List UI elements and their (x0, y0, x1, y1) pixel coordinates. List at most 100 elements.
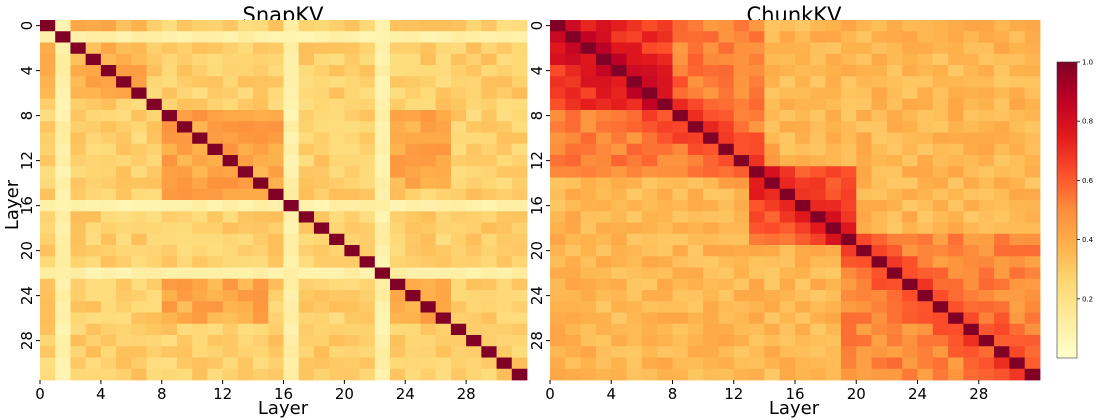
snapkv-cell (222, 155, 239, 167)
snapkv-cell (192, 312, 208, 325)
chunkkv-cell (626, 121, 643, 133)
chunkkv-cell (963, 256, 980, 268)
snapkv-cell (253, 98, 269, 111)
snapkv-cell (131, 188, 147, 201)
chunkkv-cell (825, 87, 842, 100)
chunkkv-cell (1024, 76, 1041, 88)
chunkkv-cell (687, 211, 704, 223)
snapkv-cell (435, 357, 452, 370)
snapkv-cell (329, 346, 345, 358)
chunkkv-cell (917, 357, 934, 370)
snapkv-cell (481, 110, 497, 122)
chunkkv-cell (948, 132, 964, 145)
snapkv-cell (100, 166, 117, 178)
snapkv-cell (374, 42, 391, 55)
chunkkv-cell (779, 20, 796, 32)
snapkv-cell (511, 143, 528, 156)
chunkkv-cell (871, 346, 888, 358)
snapkv-cell (481, 31, 497, 43)
snapkv-cell (131, 256, 147, 268)
snapkv-cell (405, 357, 421, 370)
chunkkv-cell (795, 155, 811, 167)
chunkkv-cell (1009, 143, 1026, 156)
snapkv-cell (253, 301, 269, 313)
chunkkv-cell (565, 53, 582, 66)
chunkkv-y-tick-label: 8 (528, 111, 546, 121)
chunkkv-cell (687, 110, 704, 122)
snapkv-cell (116, 200, 132, 212)
snapkv-cell (420, 301, 437, 313)
chunkkv-cell (733, 200, 750, 212)
chunkkv-cell (886, 245, 903, 257)
chunkkv-cell (672, 312, 689, 325)
snapkv-cell (116, 323, 132, 336)
chunkkv-cell (917, 233, 934, 246)
snapkv-cell (496, 42, 513, 55)
chunkkv-cell (795, 76, 811, 88)
chunkkv-cell (703, 177, 719, 190)
snapkv-cell (496, 357, 513, 370)
chunkkv-cell (994, 76, 1010, 88)
chunkkv-cell (641, 98, 658, 111)
chunkkv-cell (1009, 98, 1026, 111)
chunkkv-cell (994, 121, 1010, 133)
snapkv-cell (298, 245, 315, 257)
chunkkv-cell (595, 87, 612, 100)
snapkv-cell (390, 290, 406, 302)
snapkv-cell (511, 357, 528, 370)
snapkv-cell (283, 132, 300, 145)
snapkv-cell (131, 301, 147, 313)
chunkkv-cell (856, 267, 872, 280)
chunkkv-cell (978, 278, 995, 291)
snapkv-cell (313, 312, 330, 325)
snapkv-cell (85, 267, 102, 280)
snapkv-cell (116, 132, 132, 145)
snapkv-cell (344, 346, 360, 358)
chunkkv-cell (687, 76, 704, 88)
snapkv-cell (253, 76, 269, 88)
snapkv-cell (511, 121, 528, 133)
chunkkv-cell (902, 368, 918, 381)
chunkkv-cell (840, 42, 857, 55)
snapkv-cell (344, 233, 360, 246)
snapkv-cell (435, 20, 452, 32)
chunkkv-cell (795, 42, 811, 55)
chunkkv-cell (611, 20, 627, 32)
chunkkv-cell (779, 42, 796, 55)
snapkv-cell (298, 267, 315, 280)
chunkkv-cell (948, 312, 964, 325)
snapkv-cell (420, 346, 437, 358)
snapkv-cell (100, 98, 117, 111)
chunkkv-cell (856, 177, 872, 190)
chunkkv-cell (657, 245, 673, 257)
snapkv-cell (55, 177, 71, 190)
snapkv-cell (359, 357, 376, 370)
snapkv-cell (511, 132, 528, 145)
chunkkv-cell (703, 20, 719, 32)
chunkkv-cell (856, 323, 872, 336)
chunkkv-cell (550, 42, 566, 55)
snapkv-cell (481, 65, 497, 77)
snapkv-cell (176, 211, 193, 223)
snapkv-cell (313, 155, 330, 167)
chunkkv-cell (1009, 132, 1026, 145)
chunkkv-cell (886, 312, 903, 325)
snapkv-cell (313, 357, 330, 370)
chunkkv-cell (626, 98, 643, 111)
snapkv-cell (313, 323, 330, 336)
chunkkv-cell (779, 278, 796, 291)
chunkkv-cell (902, 233, 918, 246)
snapkv-x-tick-label: 16 (274, 385, 293, 403)
chunkkv-cell (795, 256, 811, 268)
snapkv-cell (496, 65, 513, 77)
chunkkv-cell (611, 42, 627, 55)
chunkkv-cell (917, 200, 934, 212)
chunkkv-cell (703, 346, 719, 358)
snapkv-cell (344, 278, 360, 291)
chunkkv-cell (657, 121, 673, 133)
chunkkv-cell (871, 98, 888, 111)
chunkkv-cell (718, 233, 735, 246)
chunkkv-cell (657, 312, 673, 325)
chunkkv-cell (795, 65, 811, 77)
chunkkv-cell (565, 188, 582, 201)
